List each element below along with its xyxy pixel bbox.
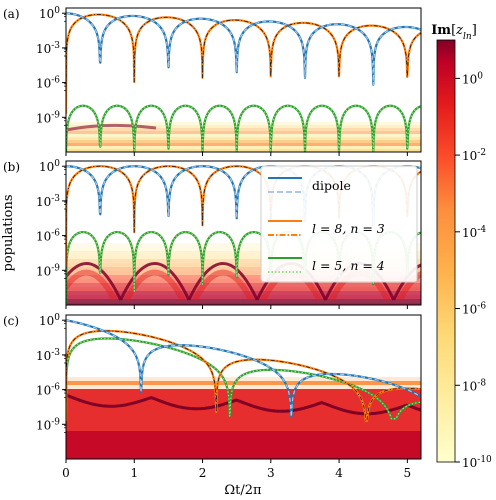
y-tick-label: 100 [39, 159, 60, 174]
y-tick-label: 10-6 [36, 383, 60, 398]
x-tick-label: 0 [62, 466, 70, 480]
legend-label: l = 8, n = 3 [312, 221, 385, 236]
heat-arch [397, 271, 421, 302]
x-axis-label: Ωt/2π [224, 483, 262, 498]
colorbar-tick-label: 10-2 [462, 148, 486, 163]
y-tick-label: 10-3 [36, 41, 60, 56]
x-tick-label: 3 [267, 466, 275, 480]
heat-arch [123, 269, 186, 302]
heat-band [66, 267, 421, 271]
heat-band [66, 299, 421, 303]
heat-band [66, 279, 421, 283]
heat-arch [392, 263, 421, 301]
heat-arch [66, 269, 118, 302]
heat-band [66, 146, 421, 149]
heat-band [66, 381, 421, 385]
heat-ridge [66, 393, 421, 416]
series-dipole-ref-line [66, 12, 421, 86]
x-tick-label: 5 [404, 466, 412, 480]
colorbar-tick-label: 10-10 [462, 455, 492, 470]
heat-band [66, 295, 421, 299]
legend-box [260, 165, 418, 283]
panel-a: 100 10-3 10-6 10-9 (a) [3, 6, 422, 156]
panel-label: (c) [3, 314, 19, 328]
heatmap [66, 243, 421, 305]
heat-band [66, 287, 421, 291]
colorbar: Im[zln] 100 10-2 10-4 10-6 10-8 10-10 [431, 23, 492, 470]
heat-band [66, 263, 421, 267]
y-tick-label: 100 [39, 313, 60, 328]
series-l8n3-ref-line [66, 330, 421, 422]
heat-band [66, 143, 421, 146]
heat-band [66, 134, 421, 137]
y-tick-label: 10-9 [36, 263, 60, 278]
colorbar-gradient [436, 39, 456, 463]
heat-band [66, 243, 421, 247]
panel-label: (a) [3, 7, 20, 21]
colorbar-tick-label: 10-4 [462, 225, 486, 240]
legend: dipole l = 8, n = 3 l = 5, n = 4 [260, 165, 418, 283]
y-axis-label: populations [1, 194, 16, 271]
heat-band [66, 431, 421, 459]
series-dipole-ref-line [66, 319, 421, 418]
heat-band [66, 283, 421, 287]
heat-band [66, 137, 421, 140]
heat-arch [119, 262, 191, 301]
y-tick-label: 10-3 [36, 348, 60, 363]
y-tick-label: 10-9 [36, 110, 60, 125]
heat-band [66, 271, 421, 275]
heat-band [66, 291, 421, 295]
panel-frame [65, 314, 422, 460]
heat-band [66, 303, 421, 305]
x-tick-label: 1 [130, 466, 138, 480]
y-tick-label: 10-6 [36, 229, 60, 244]
heat-band [66, 122, 421, 125]
heat-band [66, 128, 421, 131]
colorbar-tick-label: 100 [462, 71, 483, 86]
y-tick-label: 10-3 [36, 194, 60, 209]
heat-band [66, 247, 421, 251]
colorbar-label: Im[zln] [431, 23, 477, 42]
colorbar-tick-label: 10-8 [462, 378, 486, 393]
heat-band [66, 255, 421, 259]
heat-band [66, 149, 421, 152]
legend-label: dipole [312, 178, 351, 193]
panel-label: (b) [3, 160, 20, 174]
series-l5n4-ref-line [66, 105, 421, 152]
x-tick-label: 2 [199, 466, 207, 480]
colorbar-tick-label: 10-6 [462, 302, 486, 317]
series-l5n4-ref-line [66, 337, 421, 420]
panel-frame [65, 160, 422, 306]
heatmap [66, 122, 421, 152]
heat-band [66, 251, 421, 255]
legend-label: l = 5, n = 4 [312, 258, 385, 273]
heatmap [66, 377, 421, 459]
panel-frame [65, 7, 422, 153]
heat-band [66, 140, 421, 143]
heat-band [66, 131, 421, 134]
heat-arch [66, 262, 122, 301]
heat-arch [187, 262, 259, 301]
y-tick-label: 10-9 [36, 417, 60, 432]
heat-band [66, 259, 421, 263]
heat-ridge [66, 123, 157, 132]
series-l8n3-ref-line [66, 14, 421, 114]
x-tick-label: 4 [335, 466, 343, 480]
heat-arch [192, 269, 254, 302]
y-tick-label: 10-6 [36, 76, 60, 91]
panel-c: 100 10-3 10-6 10-9 0 1 2 3 4 5 (c) [3, 313, 422, 480]
panel-b: 100 10-3 10-6 10-9 (b) [3, 159, 422, 309]
heat-band [66, 125, 421, 128]
y-tick-label: 100 [39, 6, 60, 21]
